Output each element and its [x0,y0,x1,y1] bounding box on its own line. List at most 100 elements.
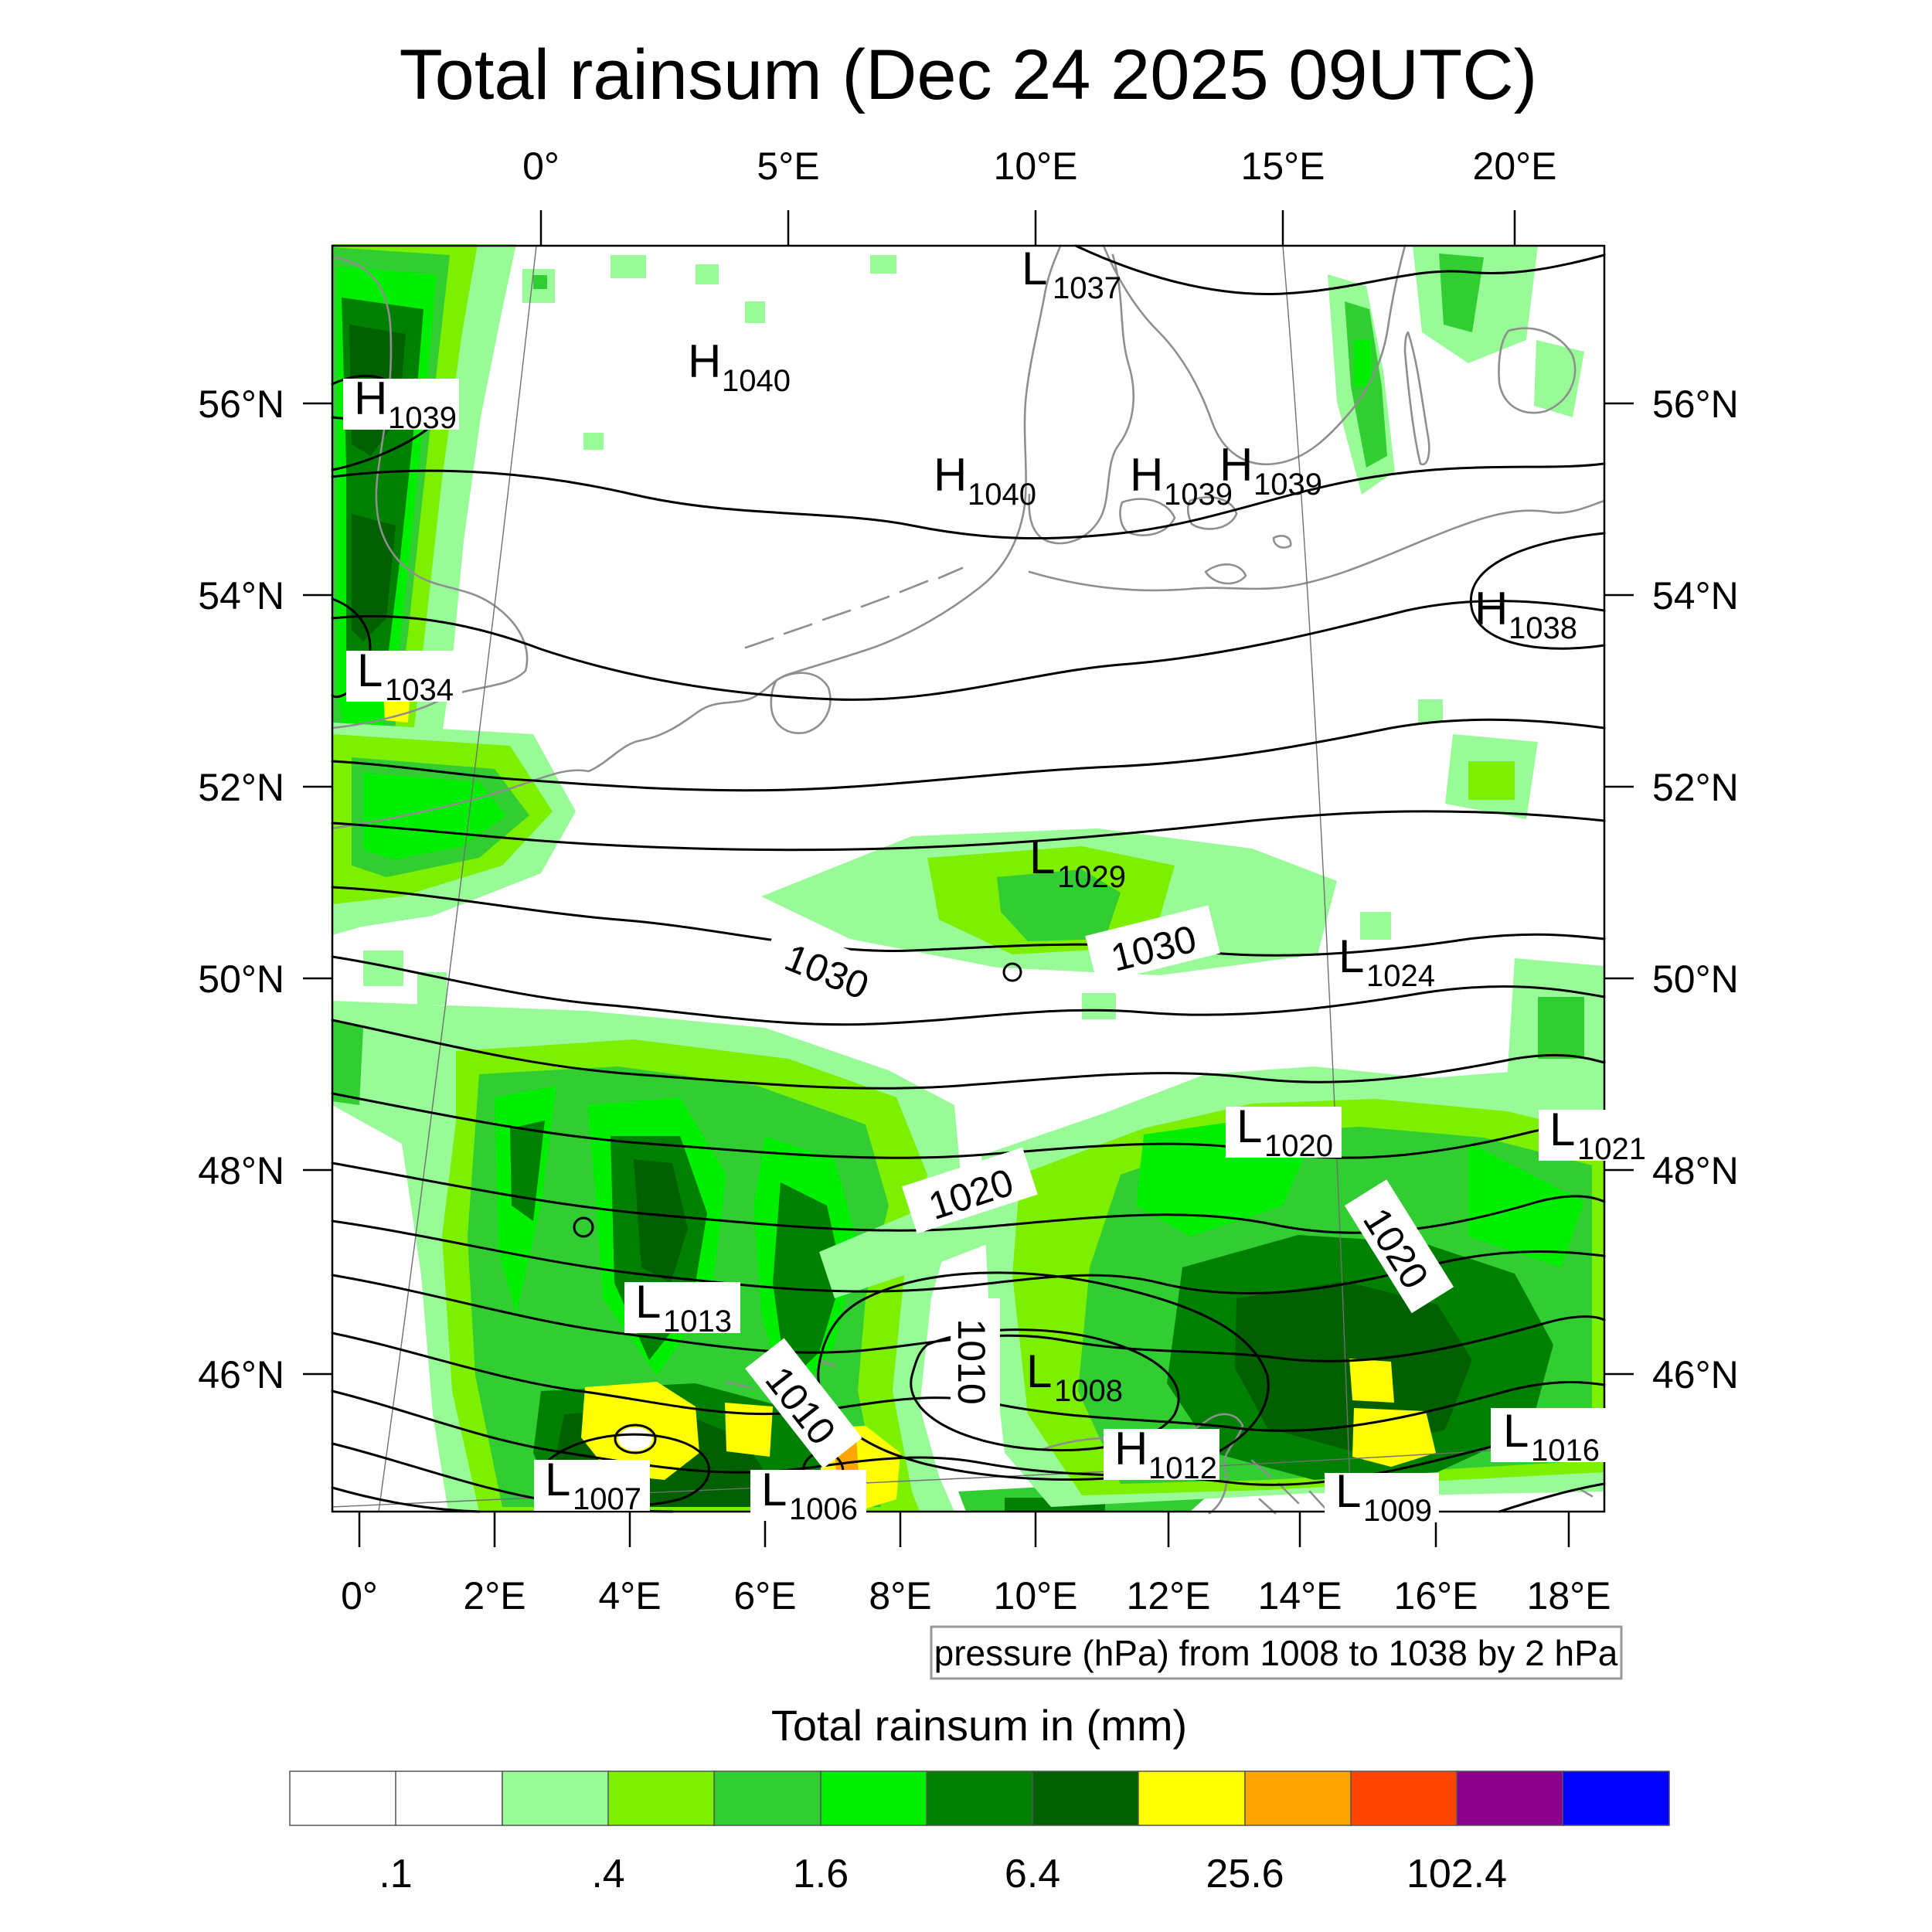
rain-polygon [745,301,765,323]
graticule-layer [332,245,1605,1512]
svg-text:H: H [1114,1423,1148,1475]
graticule-meridian-0E [378,245,537,1512]
colorbar-cell [1562,1770,1670,1826]
pressure-marker: H 1039 [1130,449,1233,512]
pressure-caption: pressure (hPa) from 1008 to 1038 by 2 hP… [930,1625,1623,1680]
coastline-gotland [1498,327,1577,414]
lon-label-bottom: 18°E [1527,1574,1611,1617]
lat-label-right: 46°N [1652,1353,1739,1396]
lat-label-right: 56°N [1652,383,1739,426]
contour-label-box [745,1338,862,1469]
pressure-caption-text: pressure (hPa) from 1008 to 1038 by 2 hP… [934,1633,1618,1673]
svg-text:L: L [1338,930,1364,982]
lon-label-bottom: 6°E [733,1574,796,1617]
svg-text:L: L [1236,1100,1262,1152]
svg-text:L: L [761,1464,787,1515]
rain-polygon [363,773,506,859]
svg-text:H: H [1130,449,1163,501]
colorbar-cell [1032,1770,1140,1826]
svg-text:L: L [357,645,383,696]
colorbar-cell [926,1770,1034,1826]
pressure-marker: H 1039 [343,372,459,435]
isobar [331,1389,1606,1486]
axis-ticks [303,210,1634,1547]
svg-text:1039: 1039 [1164,478,1233,512]
isobar [331,1019,1606,1090]
svg-text:L: L [545,1454,570,1505]
colorbar-cell [395,1770,503,1826]
colorbar-cell [289,1770,397,1826]
pressure-marker: L 1008 [1026,1345,1123,1408]
isobar-closed-small [573,1216,594,1238]
colorbar-cell [713,1770,821,1826]
svg-text:1037: 1037 [1053,271,1121,305]
coastline-wadden-islands [744,566,964,649]
colorbar-cell [502,1770,610,1826]
lon-label-bottom: 2°E [463,1574,526,1617]
svg-text:H: H [1475,583,1508,634]
rain-polygon [1538,997,1584,1059]
coastline-oland [1403,331,1430,466]
pressure-marker-box [1325,1473,1439,1522]
svg-text:1040: 1040 [722,364,791,398]
pressure-marker: L 1029 [1029,832,1126,894]
svg-text:H: H [354,372,387,424]
svg-text:L: L [635,1276,661,1328]
contour-label-box [902,1147,1038,1234]
pressure-marker: H 1040 [688,335,791,398]
colorbar-cell [1244,1770,1352,1826]
colorbar-cell [607,1770,716,1826]
svg-text:L: L [1549,1104,1575,1155]
svg-text:L: L [1503,1405,1529,1457]
lon-label-top: 15°E [1241,145,1325,188]
svg-text:1008: 1008 [1054,1374,1123,1408]
svg-text:1006: 1006 [789,1492,858,1526]
graticule-meridian-15E [1282,245,1352,1512]
pressure-marker-box [1104,1429,1219,1480]
coastline-ruegen [1204,563,1247,585]
svg-text:1024: 1024 [1366,959,1435,993]
map-frame [331,244,1606,1513]
lat-label-left: 56°N [198,383,284,426]
isobar [331,718,1606,792]
lon-label-bottom: 0° [341,1574,378,1617]
svg-text:1013: 1013 [663,1304,732,1338]
rain-hole [618,1427,652,1451]
rain-polygon [583,433,604,450]
pressure-marker-box [624,1282,740,1333]
svg-text:1021: 1021 [1577,1132,1646,1166]
pressure-marker: L 1034 [346,645,462,707]
colorbar-tick-label: 6.4 [1005,1852,1060,1896]
isobar-closed-small [1002,962,1022,982]
pressure-marker: L 1020 [1226,1100,1342,1163]
rain-polygon [634,1159,688,1283]
colorbar [289,1770,1670,1826]
colorbar-tick-label: 102.4 [1406,1852,1507,1896]
colorbar-cell [820,1770,928,1826]
lon-label-top: 20°E [1473,145,1557,188]
colorbar-cell [1456,1770,1564,1826]
rain-polygon [352,514,396,641]
isobar [331,428,428,471]
contour-label-box [951,1298,1000,1425]
svg-text:1010: 1010 [950,1318,993,1404]
contour-label-box [1085,905,1220,985]
svg-text:1029: 1029 [1057,860,1126,894]
isobar [331,955,1606,1026]
lon-label-bottom: 12°E [1127,1574,1211,1617]
coastline-bornholm [1272,535,1292,549]
isobar [331,810,1606,852]
coastline-ijsselmeer [770,672,832,734]
pressure-marker: L 1037 [1022,243,1121,305]
contour-label-box [1344,1179,1454,1314]
pressure-marker: L 1013 [624,1276,740,1338]
lat-label-left: 48°N [198,1149,284,1192]
rain-polygon [1468,761,1515,800]
pressure-marker: L 1021 [1539,1104,1655,1166]
rain-polygon [611,255,646,278]
svg-text:1009: 1009 [1363,1494,1432,1528]
rain-polygon [997,869,1121,941]
rain-polygon [332,1020,363,1105]
svg-text:L: L [1026,1345,1052,1397]
